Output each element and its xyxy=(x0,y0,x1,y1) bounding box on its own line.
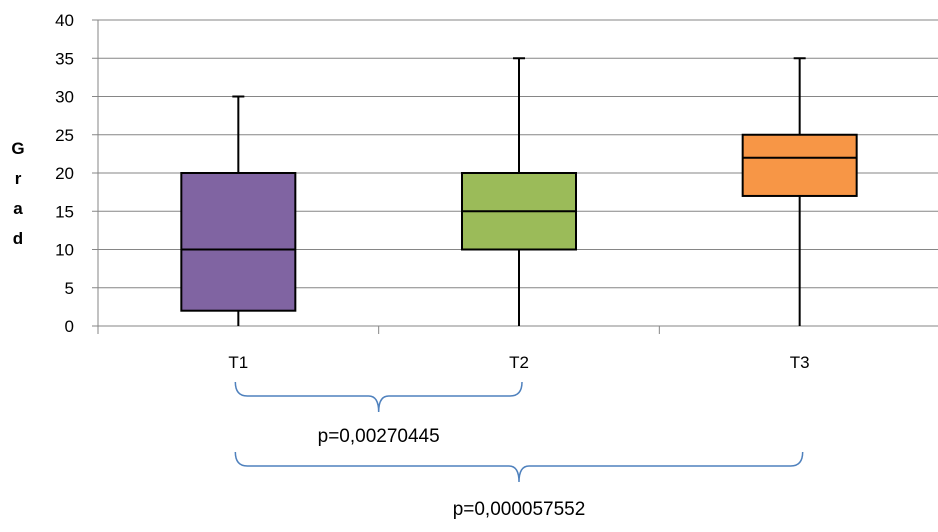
box-body xyxy=(180,172,297,312)
y-axis-label-char: r xyxy=(15,169,22,188)
y-tick-label: 25 xyxy=(55,126,74,145)
y-axis-label-char: G xyxy=(11,139,24,158)
bracket-path xyxy=(234,451,804,483)
bracket-path xyxy=(234,381,523,413)
y-tick-labels: 0 5 10 15 20 25 30 35 40 xyxy=(55,11,74,336)
x-tick-label: T1 xyxy=(228,353,248,372)
x-tick-label: T3 xyxy=(790,353,810,372)
y-axis-label-char: a xyxy=(13,199,23,218)
y-axis-label-char: d xyxy=(13,229,23,248)
y-tick-label: 0 xyxy=(65,317,74,336)
y-tick-label: 20 xyxy=(55,164,74,183)
x-tick-labels: T1 T2 T3 xyxy=(228,353,809,372)
box-t2 xyxy=(461,57,577,326)
significance-bracket: p=0,000057552 xyxy=(234,451,804,520)
y-tick-label: 15 xyxy=(55,202,74,221)
significance-bracket: p=0,00270445 xyxy=(234,381,523,447)
y-tick-label: 5 xyxy=(65,279,74,298)
significance-annotations: p=0,00270445 p=0,000057552 xyxy=(234,381,804,520)
y-tick-label: 35 xyxy=(55,49,74,68)
box-t3 xyxy=(741,57,858,326)
x-tick-label: T2 xyxy=(509,353,529,372)
y-tick-label: 30 xyxy=(55,88,74,107)
y-tick-label: 10 xyxy=(55,241,74,260)
p-value-label: p=0,00270445 xyxy=(318,426,440,447)
y-tick-label: 40 xyxy=(55,11,74,30)
boxes xyxy=(180,57,858,326)
box-t1 xyxy=(180,95,297,326)
box-body xyxy=(741,133,858,197)
p-value-label: p=0,000057552 xyxy=(453,499,586,520)
